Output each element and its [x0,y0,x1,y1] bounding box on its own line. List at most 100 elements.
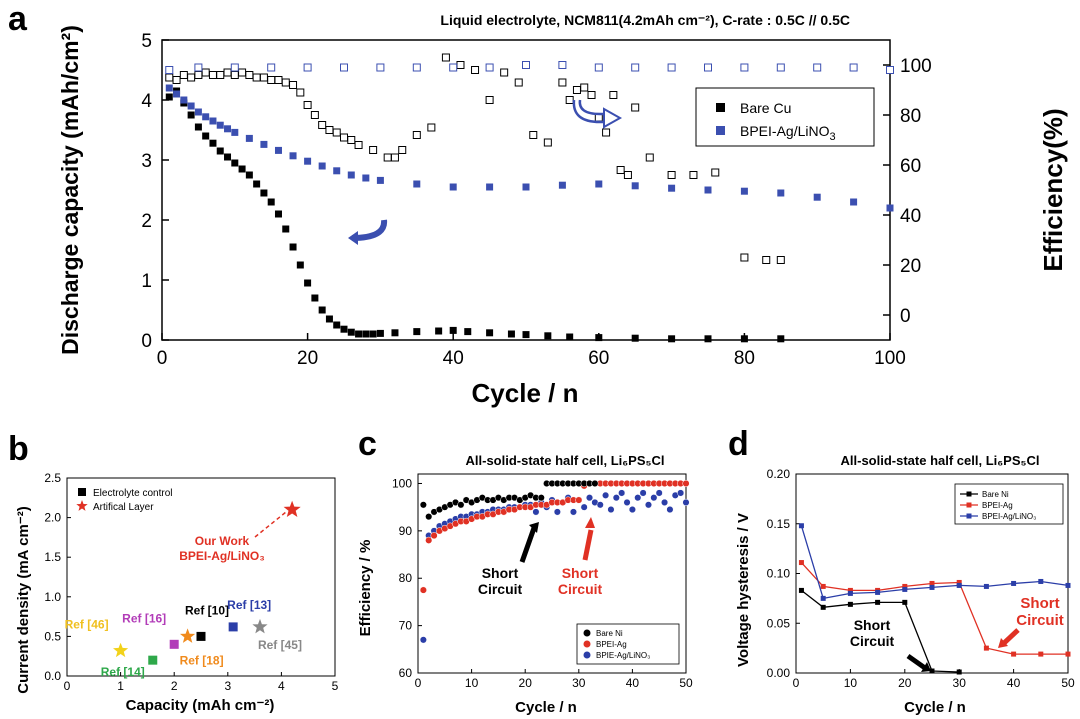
panel-a-ytick-label: 3 [141,151,152,172]
panel-d-series1-point [983,645,989,651]
panel-a-series3-point [849,63,858,72]
panel-c-legend-label: BPIE-Ag/LiNO₃ [596,651,650,660]
panel-c-series2-point [569,508,577,516]
panel-d-xtick-label: 10 [844,676,858,690]
panel-a-series2-point [267,76,276,84]
panel-a-y2tick-label: 40 [900,206,921,227]
panel-c-title: All-solid-state half cell, Li₆PS₅Cl [466,453,665,468]
panel-c-series2-point [677,489,685,497]
panel-c-series2-point [639,489,647,497]
panel-c-series2-point [655,489,663,497]
panel-a-series2-point [340,133,348,142]
panel-c-series2-point [682,498,690,506]
panel-a-series0-point [209,139,217,147]
panel-c-series2-point [419,636,427,644]
panel-b-plot: 0 1 2 3 4 5 0.0 0.5 1.0 1.5 2.0 2.5 [44,471,338,693]
panel-a-series1-point [777,189,785,197]
legend-label-bpei: BPEI-Ag/LiNO3 [740,123,836,143]
panel-d-series2-point [875,589,881,595]
panel-c-legend: Bare Ni BPEI-Ag BPIE-Ag/LiNO₃ [576,623,680,665]
panel-a-series1-point [260,140,268,148]
panel-a-ytick-label: 2 [141,211,152,232]
panel-a-series2-point [274,76,283,84]
panel-d-series2-point [902,586,908,592]
panel-c-ytick-label: 90 [399,524,413,538]
panel-a-series0-point [267,198,275,206]
panel-a-series2-point [485,96,494,104]
panel-a-series2-point [310,111,319,119]
panel-d-series2-point [1011,580,1017,586]
panel-c-series0-point [457,501,465,509]
panel-a-series3-point [776,63,785,72]
panel-a-series2-point [201,68,210,77]
panel-a-series0-point [464,328,472,336]
panel-a-series3-point [740,63,749,72]
panel-a-series0-point [238,165,246,173]
panel-a-ytick-label: 0 [141,331,152,352]
panel-a-series0-point [376,329,384,337]
panel-d-legend-label: BPEI-Ag/LiNO₃ [982,512,1036,521]
panel-a-series2-point [303,101,312,109]
panel-a-series2-point [609,91,618,99]
panel-a-series2-point [456,61,465,69]
panel-b-star-point [252,618,268,634]
panel-a-series0-point [231,159,239,167]
panel-a-series0-point [194,123,202,131]
panel-c-ytick-label: 80 [399,571,413,585]
panel-c-circuit-label-1: Circuit [478,581,523,597]
panel-a-series2-point [245,71,254,79]
panel-c-series2-point [596,501,604,509]
panel-a-series3-point [340,63,348,72]
panel-d-series1-point [847,587,853,593]
panel-a-series2-point [529,131,538,139]
panel-c-series2-point [580,503,588,511]
panel-a-series0-point [274,210,282,218]
panel-a-series2-point [412,131,421,139]
panel-a-series3-point [704,63,712,72]
panel-a-series2-point [187,73,196,82]
panel-a-series1-point [347,171,355,179]
panel-d-series1-point [1065,651,1071,657]
panel-b-square-point [148,655,158,665]
legend-marker-bpei [716,126,725,135]
panel-a-y2tick-label: 80 [900,106,921,127]
panel-a-series1-point [333,167,341,175]
panel-a-series3-point [813,63,822,72]
panel-a-series0-point [202,132,210,140]
panel-d-plot: 0 10 20 30 40 50 0.00 0.05 0.10 0.15 0.20 [767,467,1075,690]
panel-a-ytick-label: 4 [141,91,152,112]
panel-a-series0-point [777,335,785,343]
panel-b-frame [66,477,336,677]
panel-b-ytick-label: 2.5 [44,471,61,485]
panel-a-series1-point [245,134,253,142]
panel-a-ytick-label: 1 [141,271,152,292]
panel-d-series1-point [1011,651,1017,657]
panel-d-series1-point [1038,651,1044,657]
panel-b-ytick-label: 0.0 [44,669,61,683]
panel-b-label-our-work: Our Work [195,534,250,548]
panel-a-series0-point [333,321,341,329]
panel-d-series2-point [1038,578,1044,584]
panel-a-series1-point [202,113,210,121]
panel-letter-a: a [8,0,28,38]
panel-a-series1-point [216,121,224,129]
panel-d-series1-point [929,580,935,586]
panel-d-ytick-label: 0.10 [767,567,791,581]
panel-d-series2-point [929,584,935,590]
panel-a-series1-point [304,157,312,165]
panel-c-xtick-label: 50 [679,676,693,690]
panel-c-ytick-label: 70 [399,619,413,633]
panel-d-xtick-label: 50 [1061,676,1075,690]
panel-a-xtick-label: 40 [443,348,464,369]
panel-a-series0-point [245,171,253,179]
panel-a-series0-point [704,335,712,343]
panel-a-series3-point [485,63,494,72]
panel-a-series2-point [281,78,290,87]
panel-a-series2-point [587,91,596,99]
panel-a-series0-point [740,335,748,343]
panel-c-series2-point [650,494,658,502]
panel-a-arrow-right-icon [572,99,606,124]
panel-b-ylabel: Current density (mA cm⁻²) [15,506,32,693]
panel-a-xtick-label: 60 [588,348,609,369]
